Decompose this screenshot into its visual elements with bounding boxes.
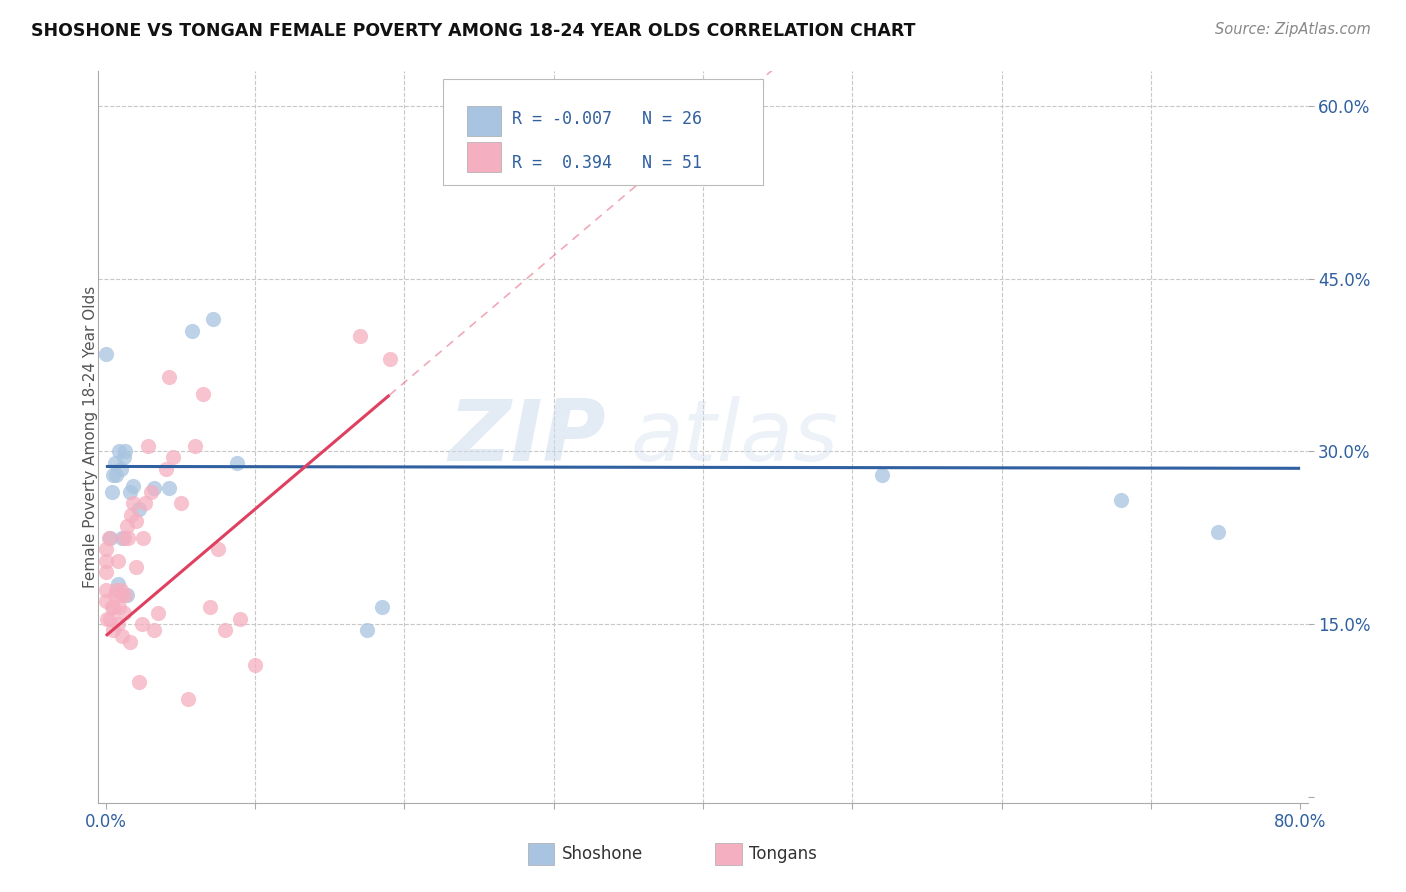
- Point: [131, 617, 153, 632]
- Point: [132, 531, 155, 545]
- Text: SHOSHONE VS TONGAN FEMALE POVERTY AMONG 18-24 YEAR OLDS CORRELATION CHART: SHOSHONE VS TONGAN FEMALE POVERTY AMONG …: [31, 22, 915, 40]
- Point: [94, 566, 117, 580]
- Point: [114, 444, 136, 458]
- Point: [101, 599, 124, 614]
- Y-axis label: Female Poverty Among 18-24 Year Olds: Female Poverty Among 18-24 Year Olds: [83, 286, 97, 588]
- Point: [207, 542, 229, 557]
- Point: [1109, 492, 1132, 507]
- Bar: [527, 843, 554, 865]
- Point: [94, 594, 117, 608]
- Point: [162, 450, 184, 465]
- Bar: [716, 843, 742, 865]
- Point: [134, 496, 156, 510]
- Point: [115, 589, 138, 603]
- Point: [128, 502, 150, 516]
- Point: [1206, 525, 1229, 540]
- Point: [98, 531, 121, 545]
- Point: [157, 369, 180, 384]
- Point: [112, 450, 135, 465]
- Point: [155, 462, 177, 476]
- Point: [117, 531, 139, 545]
- Bar: [467, 106, 501, 136]
- Point: [97, 531, 120, 545]
- Point: [214, 623, 236, 637]
- Text: ZIP: ZIP: [449, 395, 606, 479]
- Point: [378, 352, 401, 367]
- FancyBboxPatch shape: [443, 78, 763, 185]
- Point: [200, 599, 222, 614]
- Point: [169, 496, 191, 510]
- Point: [112, 531, 135, 545]
- Point: [98, 611, 121, 625]
- Point: [356, 623, 378, 637]
- Point: [108, 444, 131, 458]
- Point: [139, 484, 162, 499]
- Point: [104, 589, 127, 603]
- Point: [136, 439, 159, 453]
- Point: [104, 456, 127, 470]
- Point: [110, 582, 132, 597]
- Point: [114, 589, 136, 603]
- Point: [226, 456, 249, 470]
- Point: [105, 582, 128, 597]
- Point: [121, 496, 143, 510]
- Point: [184, 439, 207, 453]
- Point: [202, 312, 225, 326]
- Point: [191, 387, 214, 401]
- Point: [94, 554, 117, 568]
- Point: [371, 599, 394, 614]
- Point: [121, 479, 143, 493]
- Point: [177, 692, 200, 706]
- Text: Source: ZipAtlas.com: Source: ZipAtlas.com: [1215, 22, 1371, 37]
- Text: R = -0.007   N = 26: R = -0.007 N = 26: [512, 110, 702, 128]
- Point: [103, 599, 125, 614]
- Point: [870, 467, 893, 482]
- Point: [118, 634, 141, 648]
- Point: [107, 617, 129, 632]
- Point: [96, 611, 118, 625]
- Point: [110, 589, 132, 603]
- Point: [115, 519, 138, 533]
- Point: [107, 554, 129, 568]
- Point: [128, 674, 150, 689]
- Point: [107, 577, 129, 591]
- Point: [146, 606, 169, 620]
- Point: [125, 514, 148, 528]
- Point: [110, 462, 132, 476]
- Point: [101, 484, 124, 499]
- Point: [181, 324, 204, 338]
- Point: [94, 346, 117, 360]
- Point: [105, 467, 128, 482]
- Point: [243, 657, 266, 672]
- Point: [142, 481, 165, 495]
- Text: atlas: atlas: [630, 395, 838, 479]
- Point: [120, 508, 142, 522]
- Point: [94, 542, 117, 557]
- Text: Shoshone: Shoshone: [561, 845, 643, 863]
- Point: [142, 623, 165, 637]
- Point: [125, 559, 148, 574]
- Point: [229, 611, 252, 625]
- Point: [118, 484, 141, 499]
- Bar: [467, 143, 501, 171]
- Text: Tongans: Tongans: [749, 845, 817, 863]
- Point: [103, 623, 125, 637]
- Point: [157, 481, 180, 495]
- Text: R =  0.394   N = 51: R = 0.394 N = 51: [512, 153, 702, 172]
- Point: [94, 582, 117, 597]
- Point: [111, 531, 134, 545]
- Point: [112, 606, 135, 620]
- Point: [111, 629, 134, 643]
- Point: [349, 329, 371, 343]
- Point: [103, 467, 125, 482]
- Point: [108, 599, 131, 614]
